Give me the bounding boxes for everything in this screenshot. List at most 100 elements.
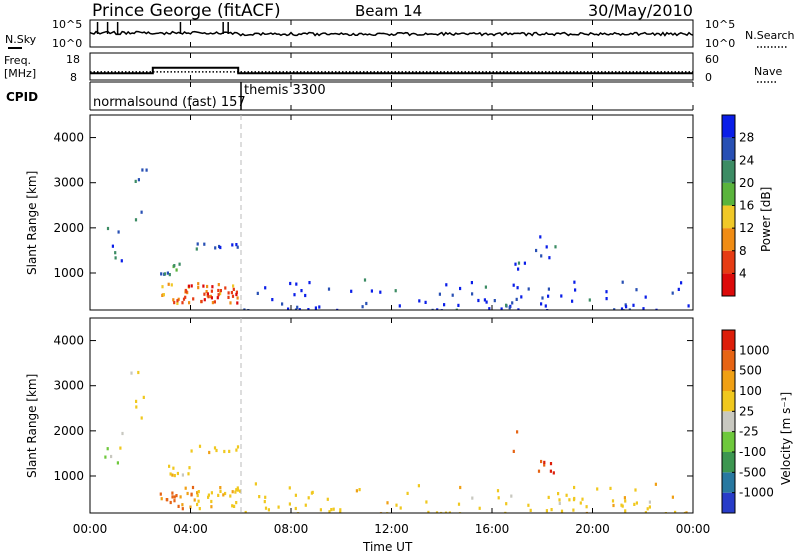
beam-title: Beam 14 xyxy=(355,2,422,20)
velocity-echo-cell xyxy=(406,491,409,495)
power-echo-cell xyxy=(485,300,488,304)
nave-tick-bottom: 0 xyxy=(705,71,712,84)
velocity-echo-cell xyxy=(169,500,172,505)
power-echo-cell xyxy=(184,295,187,299)
freq-tick-bottom: 8 xyxy=(70,71,77,84)
power-echo-cell xyxy=(515,297,518,301)
power-echo-cell xyxy=(210,289,213,293)
power-echo-cell xyxy=(620,307,624,310)
velocity-echo-cell xyxy=(160,497,163,501)
velocity-echo-cell xyxy=(685,511,688,513)
power-echo-cell xyxy=(243,308,246,310)
colorbar-tick-label: 100 xyxy=(739,384,762,398)
velocity-echo-cell xyxy=(444,511,448,513)
velocity-echo-cell xyxy=(510,494,513,498)
power-echo-cell xyxy=(632,303,635,307)
velocity-echo-cell xyxy=(572,498,576,502)
velocity-echo-cell xyxy=(623,496,626,500)
colorbar-swatch xyxy=(722,492,735,513)
velocity-echo-cell xyxy=(121,431,124,436)
y-tick-label: 3000 xyxy=(53,176,84,190)
power-echo-cell xyxy=(517,261,521,265)
colorbar-tick-label: -1000 xyxy=(739,486,774,500)
power-echo-cell xyxy=(264,286,267,290)
power-echo-cell xyxy=(635,288,638,292)
power-echo-cell xyxy=(588,298,591,302)
power-echo-cell xyxy=(271,298,274,302)
power-echo-cell xyxy=(197,286,200,290)
power-echo-cell xyxy=(256,291,259,295)
power-echo-cell xyxy=(484,285,487,289)
velocity-echo-cell xyxy=(223,449,226,454)
velocity-echo-cell xyxy=(319,508,322,512)
power-echo-cell xyxy=(295,282,298,286)
velocity-echo-cell xyxy=(168,464,171,468)
power-echo-cell xyxy=(687,304,690,308)
y-tick-label: 1000 xyxy=(53,266,84,280)
power-echo-cell xyxy=(307,308,310,310)
power-echo-cell xyxy=(224,286,227,290)
velocity-echo-cell xyxy=(585,511,588,513)
power-echo-cell xyxy=(160,272,163,276)
power-echo-cell xyxy=(195,247,198,251)
power-heatmap xyxy=(106,168,690,310)
power-panel-frame xyxy=(89,114,694,311)
velocity-echo-cell xyxy=(219,486,222,490)
colorbar-tick-label: 12 xyxy=(739,221,754,235)
velocity-echo-cell xyxy=(355,489,358,493)
power-echo-cell xyxy=(213,300,216,304)
colorbar-swatch xyxy=(722,370,735,391)
power-echo-cell xyxy=(554,245,557,249)
velocity-heatmap xyxy=(104,370,688,513)
power-echo-cell xyxy=(350,289,353,293)
velocity-echo-cell xyxy=(106,447,109,451)
power-echo-cell xyxy=(202,284,205,288)
velocity-echo-cell xyxy=(181,507,184,511)
y-tick-label: 4000 xyxy=(53,131,84,145)
power-echo-cell xyxy=(379,290,382,294)
velocity-echo-cell xyxy=(110,454,113,459)
velocity-echo-cell xyxy=(572,508,575,512)
power-echo-cell xyxy=(200,299,203,304)
colorbar-tick-label: 24 xyxy=(739,153,754,167)
velocity-echo-cell xyxy=(540,459,543,464)
velocity-echo-cell xyxy=(196,502,199,507)
velocity-echo-cell xyxy=(198,507,201,511)
velocity-echo-cell xyxy=(512,449,515,453)
velocity-echo-cell xyxy=(263,500,266,504)
nsky-tick-bottom: 10^0 xyxy=(52,37,82,50)
velocity-echo-cell xyxy=(181,503,184,507)
power-echo-cell xyxy=(211,301,214,305)
power-echo-cell xyxy=(644,295,647,299)
power-echo-cell xyxy=(488,307,491,310)
velocity-echo-cell xyxy=(648,500,651,504)
velocity-echo-cell xyxy=(179,495,182,499)
velocity-echo-cell xyxy=(339,508,342,512)
power-echo-cell xyxy=(196,242,199,246)
power-echo-cell xyxy=(181,301,184,305)
power-echo-cell xyxy=(298,308,301,310)
velocity-echo-cell xyxy=(294,506,297,511)
velocity-echo-cell xyxy=(239,489,242,493)
power-echo-cell xyxy=(167,282,170,286)
power-echo-cell xyxy=(137,178,140,182)
power-echo-cell xyxy=(161,293,164,297)
power-echo-cell xyxy=(493,299,496,303)
power-echo-cell xyxy=(163,272,167,276)
power-echo-cell xyxy=(418,299,421,303)
velocity-echo-cell xyxy=(386,501,389,505)
velocity-echo-cell xyxy=(339,510,342,513)
velocity-echo-cell xyxy=(207,493,210,497)
velocity-echo-cell xyxy=(189,505,192,509)
power-echo-cell xyxy=(231,294,235,298)
power-echo-cell xyxy=(625,305,628,309)
colorbar-tick-label: 28 xyxy=(739,131,754,145)
colorbar-swatch xyxy=(722,350,735,371)
y-tick-label: 3000 xyxy=(53,379,84,393)
velocity-echo-cell xyxy=(288,486,291,490)
power-echo-cell xyxy=(336,308,339,310)
velocity-echo-cell xyxy=(611,499,615,503)
velocity-echo-cell xyxy=(196,493,199,498)
velocity-echo-cell xyxy=(624,509,627,513)
